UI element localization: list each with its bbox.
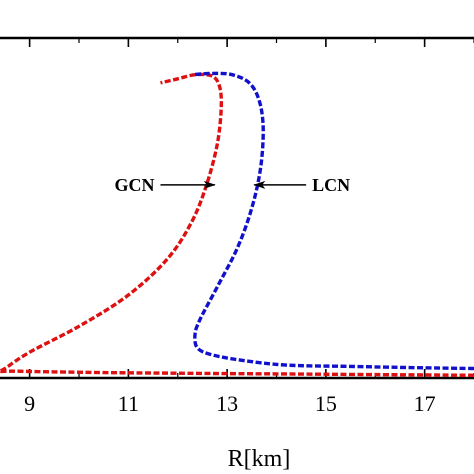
annotations: GCN LCN: [114, 175, 350, 195]
x-tick-label: 13: [216, 391, 238, 416]
lcn-label: LCN: [312, 175, 350, 195]
series-group: [0, 71, 474, 377]
gcn-label: GCN: [114, 175, 154, 195]
series-line-gcn: [0, 72, 474, 377]
x-tick-label: 9: [24, 391, 35, 416]
plot-frame: [0, 36, 474, 380]
x-tick-label: 11: [118, 391, 139, 416]
x-axis-label: R[km]: [228, 446, 291, 472]
x-ticks: 9 11 13 15 17: [24, 38, 474, 416]
x-tick-label: 17: [414, 391, 436, 416]
x-tick-label: 15: [315, 391, 337, 416]
series-line-lcn: [192, 71, 474, 371]
